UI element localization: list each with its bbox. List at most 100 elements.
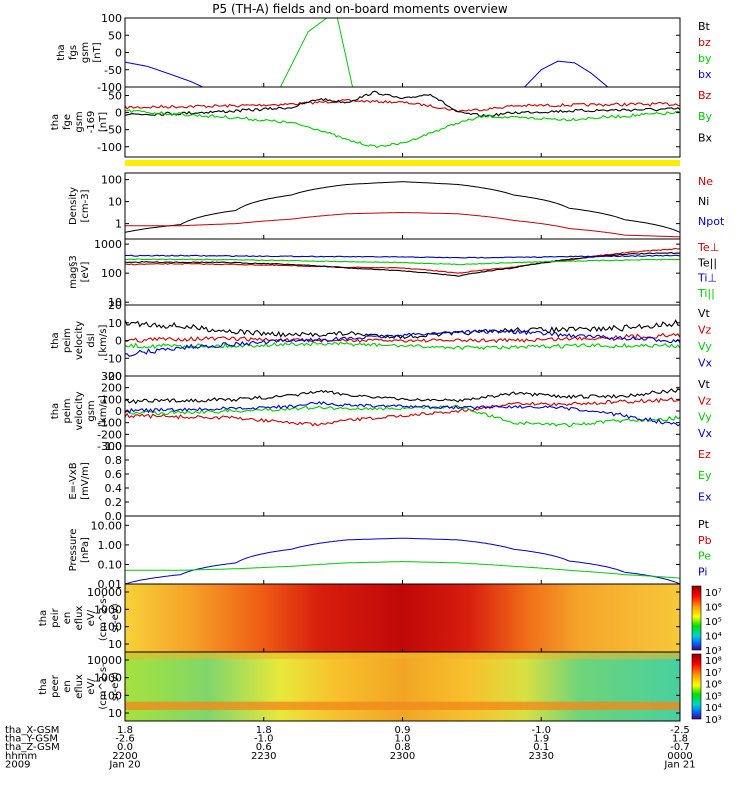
series-pi-line bbox=[124, 537, 681, 585]
y-axis-label: dsl bbox=[86, 333, 97, 347]
y-axis-label: [nPa] bbox=[80, 537, 91, 563]
legend-label: By bbox=[698, 110, 713, 123]
footer-value: 0.1 bbox=[533, 742, 549, 753]
footer-value: 0000 bbox=[667, 751, 692, 762]
legend-label: Vy bbox=[698, 411, 712, 424]
y-tick-label: 0 bbox=[115, 107, 122, 120]
colorbar-tick-label: 10⁷ bbox=[705, 588, 722, 599]
series-vz-line bbox=[124, 397, 681, 427]
y-tick-label: 1000 bbox=[94, 672, 122, 685]
y-tick-label: -300 bbox=[97, 440, 122, 453]
series-by-line bbox=[279, 17, 353, 88]
y-tick-label: -200 bbox=[97, 428, 122, 441]
footer-row-label: 2009 bbox=[5, 759, 30, 770]
footer-row-label: tha_Z-GSM bbox=[5, 742, 60, 753]
y-axis-label: eflux bbox=[74, 606, 85, 631]
y-tick-label: 0.01 bbox=[98, 578, 123, 591]
colorbar-tick-label: 10⁶ bbox=[705, 680, 722, 691]
y-axis-label: peim bbox=[62, 398, 73, 423]
y-tick-label: 1000 bbox=[94, 603, 122, 616]
panel-4: 1000 100 10 mag§3 [eV] Te⊥ Te|| Ti⊥ Ti|| bbox=[68, 238, 719, 309]
y-axis-label: Density bbox=[68, 187, 79, 225]
colorbar-tick-label: 10³ bbox=[705, 715, 722, 726]
footer-row-label: tha_X-GSM bbox=[5, 725, 59, 736]
y-tick-label: 10000 bbox=[87, 654, 122, 667]
y-axis-label: peir bbox=[50, 607, 61, 627]
flag-bar bbox=[125, 160, 680, 166]
footer-value: 1.8 bbox=[256, 725, 272, 736]
footer-value: 0.8 bbox=[395, 742, 411, 753]
y-axis-label: sr-eV) bbox=[110, 603, 121, 632]
y-tick-label: 0.2 bbox=[105, 496, 123, 509]
y-tick-label: -100 bbox=[97, 141, 122, 154]
y-axis-label: [km/s] bbox=[98, 324, 109, 356]
colorbar-tick-label: 10⁵ bbox=[705, 691, 722, 702]
footer-value: -1.0 bbox=[254, 734, 274, 745]
footer-value: -2.6 bbox=[115, 734, 135, 745]
legend-label: Pt bbox=[698, 518, 710, 531]
y-axis-label: fge bbox=[62, 114, 73, 130]
y-axis-label: (cm^2-s- bbox=[98, 594, 109, 641]
y-axis-label: gsm bbox=[86, 400, 97, 421]
series-vx-line bbox=[124, 329, 681, 357]
y-axis-label: eflux bbox=[74, 674, 85, 699]
series-ti-line bbox=[124, 254, 681, 259]
heatmap-band bbox=[125, 701, 680, 710]
y-tick-label: 0.6 bbox=[105, 468, 123, 481]
panel-9: 10⁷ 10⁶ 10⁵ 10⁴ 10³ 10000 1000 100 10 tha peir en ef… bbox=[38, 583, 722, 657]
series-bx-line bbox=[524, 60, 609, 88]
y-axis-label: Pressure bbox=[68, 529, 79, 572]
series-te-line bbox=[124, 252, 681, 277]
y-tick-label: 1.0 bbox=[105, 440, 123, 453]
footer-value: 1.8 bbox=[672, 734, 688, 745]
figure-title: P5 (TH-A) fields and on-board moments ov… bbox=[212, 2, 508, 16]
legend-label: bz bbox=[698, 36, 711, 49]
y-axis-label: en bbox=[62, 680, 73, 693]
legend-label: Ey bbox=[698, 469, 712, 482]
y-tick-label: 0 bbox=[115, 47, 122, 60]
y-tick-label: -50 bbox=[104, 124, 122, 137]
y-axis-label: fgs bbox=[68, 45, 79, 60]
y-tick-label: -20 bbox=[104, 370, 122, 383]
legend-label: Vt bbox=[698, 307, 711, 320]
y-tick-label: 10.00 bbox=[91, 519, 123, 532]
footer-value: Jan 21 bbox=[663, 759, 695, 770]
footer-value: 2200 bbox=[112, 751, 137, 762]
panel-8: 10.00 1.00 0.10 0.01 Pressure [nPa] Pt Pb Pe Pi bbox=[68, 515, 712, 591]
series-bx-line bbox=[125, 61, 203, 88]
y-tick-label: 10 bbox=[108, 317, 122, 330]
footer-value: 0.6 bbox=[256, 742, 272, 753]
y-axis-label: peim bbox=[62, 328, 73, 353]
series-by-line bbox=[124, 109, 681, 149]
y-tick-label: 10 bbox=[108, 196, 122, 209]
y-tick-label: 50 bbox=[108, 90, 122, 103]
y-axis-label: peer bbox=[50, 674, 61, 698]
y-tick-label: 100 bbox=[101, 689, 122, 702]
y-tick-label: 10 bbox=[108, 638, 122, 651]
y-tick-label: -100 bbox=[97, 81, 122, 94]
series-pe-line bbox=[125, 561, 681, 579]
footer-value: 1.9 bbox=[533, 734, 549, 745]
y-tick-label: 1000 bbox=[94, 238, 122, 251]
heatmap-fill bbox=[125, 652, 680, 721]
footer-value: 1.8 bbox=[117, 725, 133, 736]
y-axis-label: mag§3 bbox=[68, 255, 79, 289]
legend-label: Vz bbox=[698, 324, 712, 337]
panel-frame bbox=[124, 17, 681, 88]
y-tick-label: 100 bbox=[101, 174, 122, 187]
legend-label: Pe bbox=[698, 550, 711, 563]
footer-value: 1.0 bbox=[395, 734, 411, 745]
legend-label: Ti|| bbox=[697, 287, 715, 300]
footer-value: 0.9 bbox=[395, 725, 411, 736]
series-ni-line bbox=[124, 181, 681, 233]
y-axis-label: eV/ bbox=[86, 678, 97, 695]
y-tick-label: 0.8 bbox=[105, 454, 123, 467]
legend-label: Te⊥ bbox=[697, 241, 719, 254]
legend-label: bx bbox=[698, 68, 712, 81]
series-vy-line bbox=[124, 341, 681, 351]
footer-row-label: tha_Y-GSM bbox=[5, 734, 58, 745]
y-tick-label: 0 bbox=[115, 405, 122, 418]
